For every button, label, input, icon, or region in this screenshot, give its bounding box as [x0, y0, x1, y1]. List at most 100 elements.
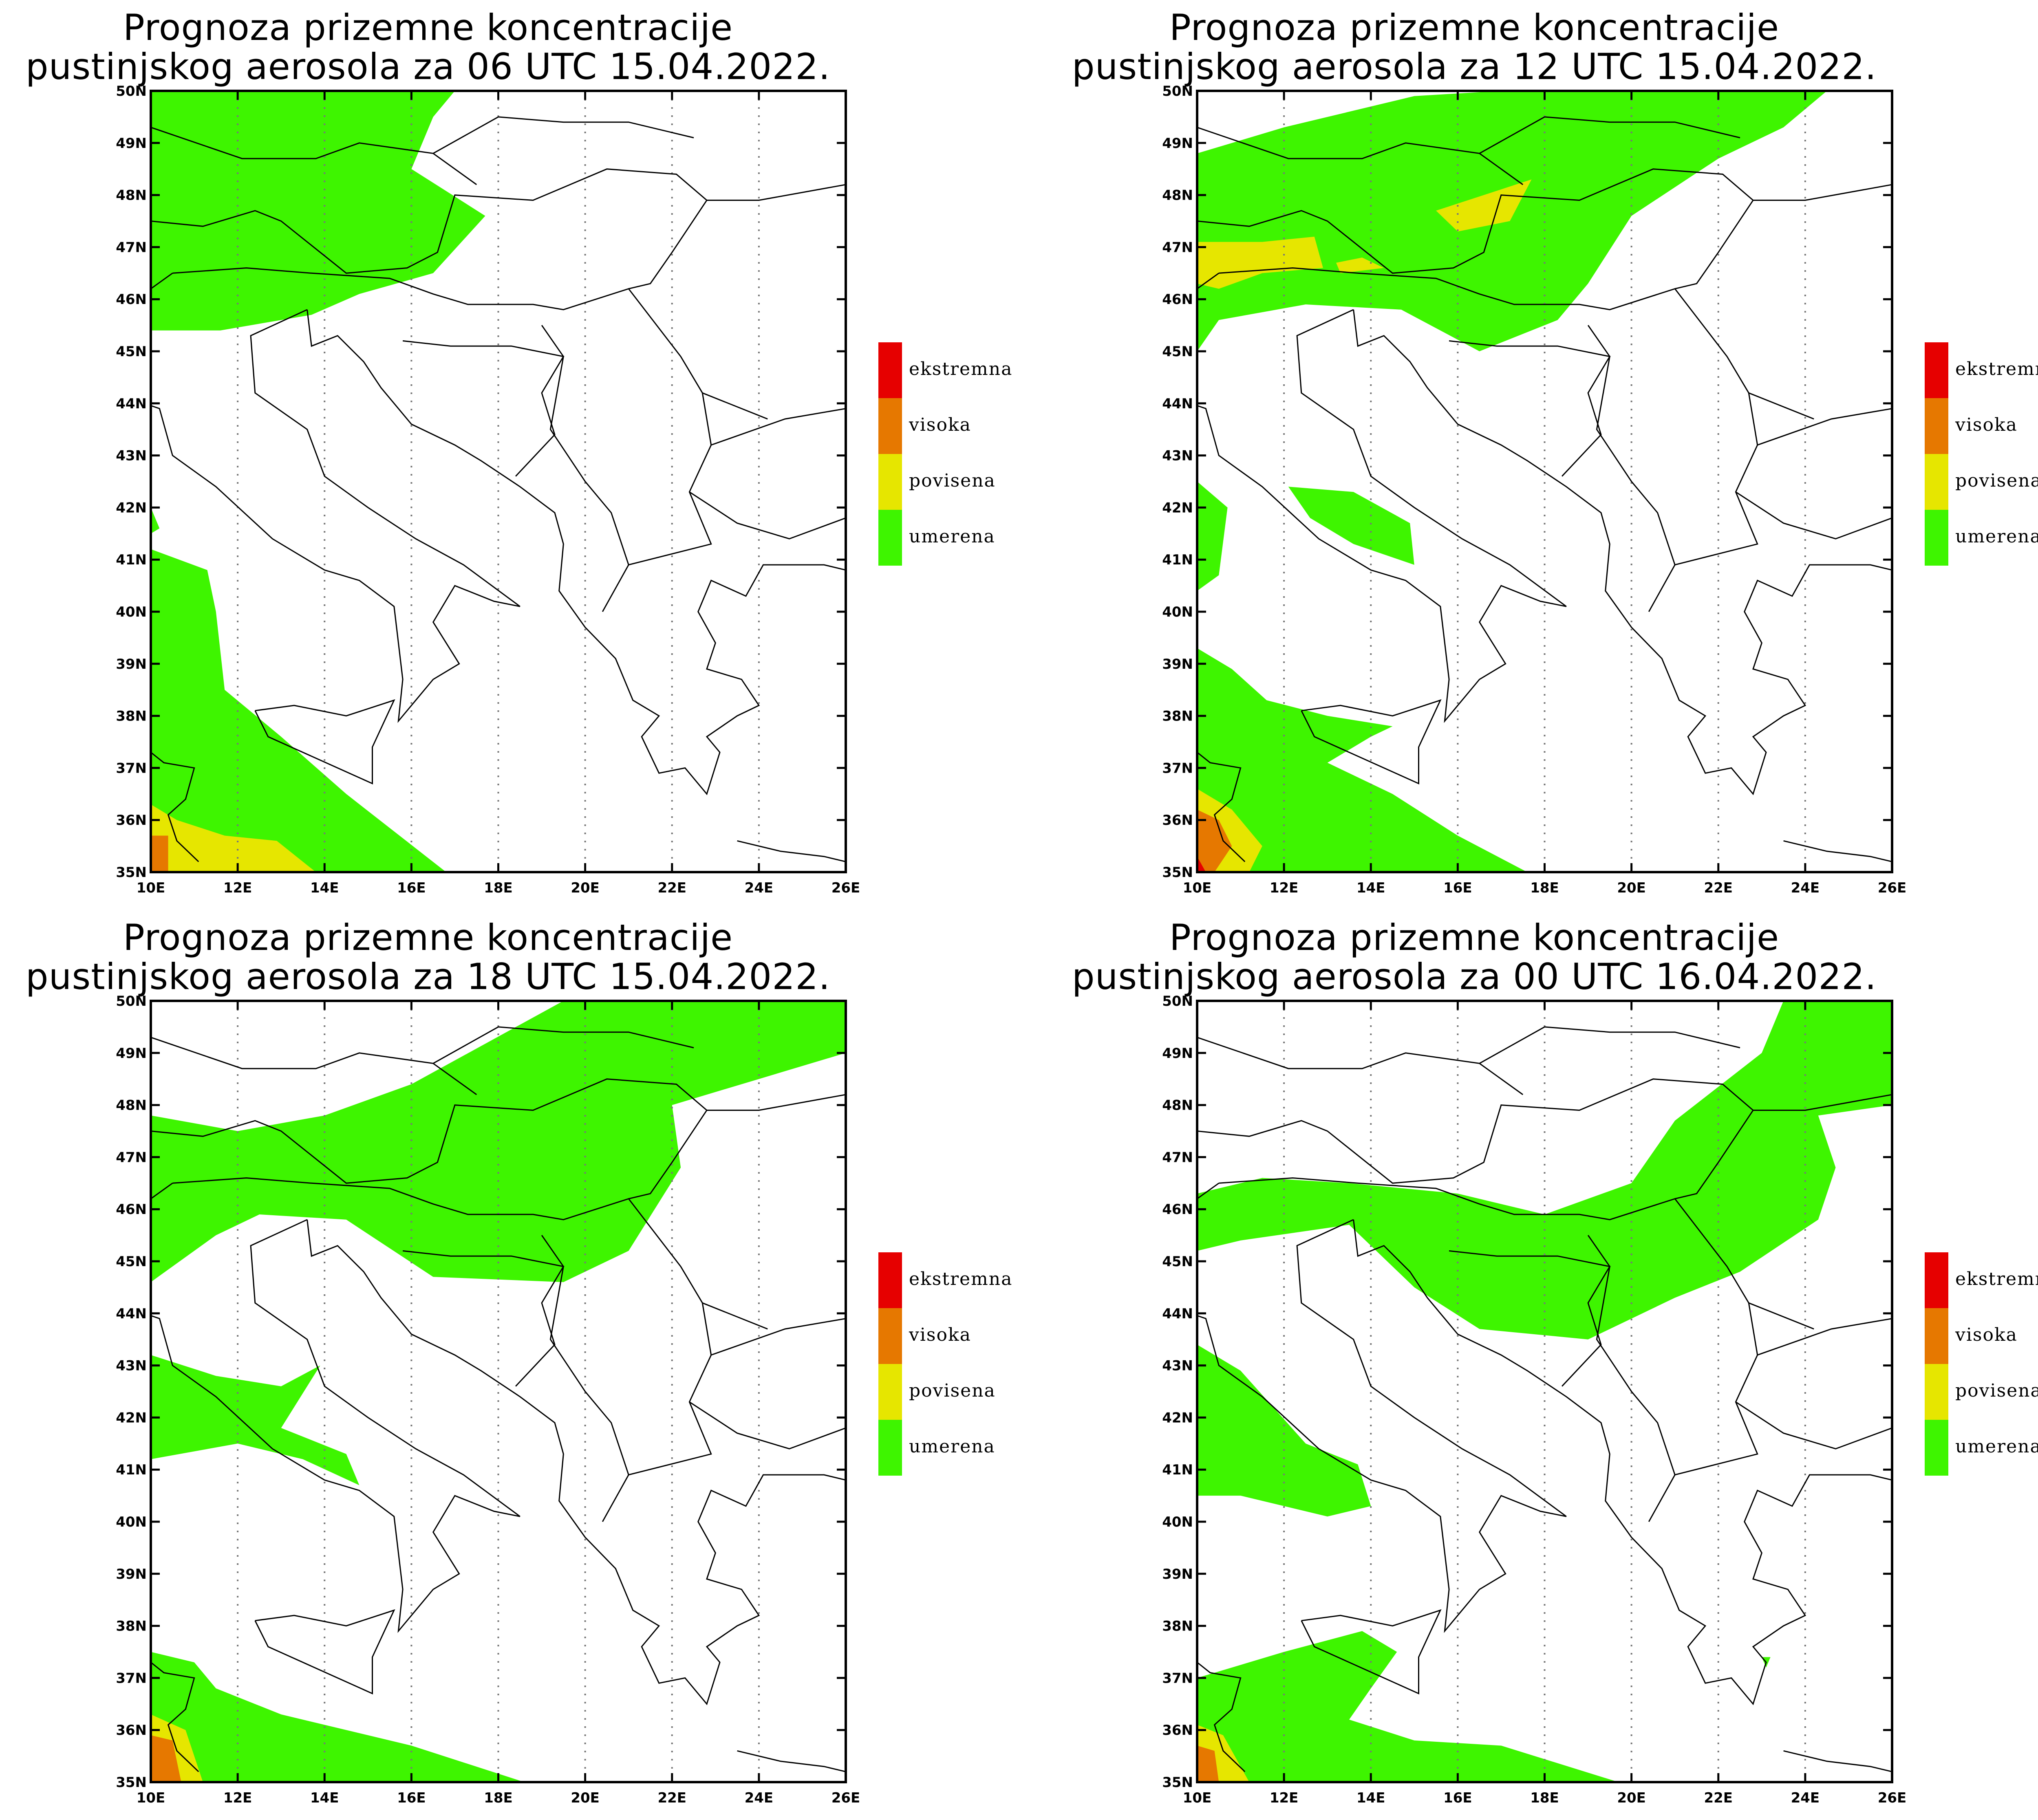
coast-border-line	[1197, 1037, 1524, 1095]
legend-label-visoka: visoka	[909, 414, 971, 435]
map-title-line1: Prognoza prizemne koncentracije	[1169, 917, 1780, 958]
legend-swatch-visoka	[1925, 1308, 1948, 1364]
y-tick-label: 36N	[1162, 1722, 1193, 1738]
forecast-map: 10E 12E 14E 16E 18E 20E 22E 24E 26E 35N 36N 37N 38N 3…	[1162, 83, 2038, 896]
coast-border-line	[1197, 273, 1220, 289]
forecast-map: 10E 12E 14E 16E 18E 20E 22E 24E 26E 35N 36N 37N 38N 3…	[1162, 993, 2038, 1806]
coast-border-line	[737, 840, 846, 862]
coast-border-line	[1735, 491, 1892, 540]
x-tick-label: 20E	[1617, 1790, 1646, 1806]
y-tick-label: 50N	[1162, 83, 1193, 99]
y-tick-label: 48N	[116, 187, 147, 204]
y-tick-label: 45N	[116, 1254, 147, 1270]
y-tick-label: 39N	[116, 1566, 147, 1582]
x-tick-label: 14E	[1356, 880, 1385, 896]
x-tick-label: 26E	[1878, 880, 1907, 896]
umerena-area	[1197, 91, 1827, 351]
coast-border-line	[151, 751, 199, 862]
y-tick-label: 39N	[116, 656, 147, 672]
legend-swatch-umerena	[1925, 1420, 1948, 1476]
y-tick-label: 38N	[116, 1618, 147, 1635]
coast-border-line	[1197, 309, 1567, 723]
y-tick-label: 35N	[116, 1774, 147, 1791]
y-tick-label: 48N	[1162, 187, 1193, 204]
y-tick-label: 40N	[116, 604, 147, 620]
coast-border-line	[1648, 1474, 1676, 1522]
legend-swatch-povisena	[1925, 1364, 1948, 1420]
y-tick-label: 41N	[116, 1462, 147, 1478]
legend-swatch-ekstremna	[878, 342, 902, 398]
y-tick-label: 40N	[116, 1514, 147, 1530]
ekstremna-area	[1197, 856, 1206, 872]
coast-border-line	[172, 1177, 712, 1476]
coast-border-line	[711, 1318, 846, 1356]
y-tick-label: 48N	[116, 1097, 147, 1114]
umerena-area	[151, 91, 485, 331]
coast-border-line	[602, 564, 629, 612]
map-panel-12utc: Prognoza prizemne koncentracije pustinjs…	[1046, 0, 2038, 910]
y-tick-label: 49N	[116, 1045, 147, 1062]
coast-border-line	[1479, 1026, 1740, 1064]
coast-border-line	[1353, 1219, 1892, 1705]
visoka-area	[151, 1735, 181, 1782]
y-tick-label: 47N	[1162, 239, 1193, 256]
y-tick-label: 36N	[1162, 812, 1193, 828]
forecast-map: 10E 12E 14E 16E 18E 20E 22E 24E 26E 35N 36N 37N 38N 3…	[116, 993, 1012, 1806]
legend-label-ekstremna: ekstremna	[909, 1269, 1012, 1289]
coast-border-line	[432, 116, 694, 154]
y-tick-label: 36N	[116, 1722, 147, 1738]
legend-swatch-ekstremna	[1925, 342, 1948, 398]
y-tick-label: 42N	[116, 500, 147, 516]
legend-label-visoka: visoka	[1955, 414, 2018, 435]
legend-label-umerena: umerena	[1955, 526, 2038, 547]
x-tick-label: 18E	[484, 880, 513, 896]
coast-border-line	[1197, 1219, 1567, 1633]
y-tick-label: 49N	[1162, 135, 1193, 152]
umerena-area	[151, 549, 446, 872]
map-title: Prognoza prizemne koncentracije pustinjs…	[0, 8, 856, 86]
coast-border-line	[1479, 116, 1740, 154]
coast-border-line	[172, 267, 712, 566]
x-tick-label: 26E	[832, 880, 860, 896]
x-tick-label: 18E	[484, 1790, 513, 1806]
legend-label-umerena: umerena	[909, 526, 995, 547]
coast-border-line	[737, 1750, 846, 1772]
map-plot-area	[151, 91, 846, 872]
coast-border-line	[628, 1110, 708, 1200]
x-tick-label: 16E	[1443, 1790, 1472, 1806]
y-tick-label: 36N	[116, 812, 147, 828]
x-tick-label: 10E	[1183, 880, 1212, 896]
y-tick-label: 44N	[1162, 1306, 1193, 1322]
coast-border-line	[1674, 200, 1754, 290]
x-tick-label: 24E	[1791, 1790, 1820, 1806]
coast-border-line	[702, 1302, 768, 1330]
y-tick-label: 43N	[1162, 1358, 1193, 1374]
visoka-area	[151, 835, 168, 872]
x-tick-label: 18E	[1530, 1790, 1559, 1806]
x-tick-label: 10E	[1183, 1790, 1212, 1806]
y-tick-label: 46N	[1162, 291, 1193, 308]
x-tick-label: 24E	[745, 1790, 774, 1806]
map-plot-area	[151, 1001, 846, 1782]
x-tick-label: 16E	[1443, 880, 1472, 896]
coast-border-line	[1197, 127, 1524, 185]
visoka-area	[1197, 809, 1232, 872]
y-tick-label: 40N	[1162, 1514, 1193, 1530]
coast-border-line	[1449, 1250, 1611, 1387]
y-tick-label: 41N	[1162, 552, 1193, 568]
map-panel-06utc: Prognoza prizemne koncentracije pustinjs…	[0, 0, 1046, 910]
coast-border-line	[702, 392, 768, 420]
x-tick-label: 10E	[137, 1790, 165, 1806]
map-title-line2: pustinjskog aerosola za 12 UTC 15.04.202…	[1072, 46, 1877, 88]
y-tick-label: 47N	[1162, 1149, 1193, 1166]
coast-border-line	[711, 408, 846, 446]
povisena-area	[1336, 258, 1384, 273]
coast-border-line	[1197, 168, 1892, 274]
umerena-area	[1197, 481, 1228, 591]
legend-label-visoka: visoka	[1955, 1324, 2018, 1345]
y-tick-label: 35N	[116, 864, 147, 881]
umerena-area	[1197, 1344, 1371, 1517]
legend-swatch-visoka	[878, 1308, 902, 1364]
legend-swatch-visoka	[878, 398, 902, 454]
coast-border-line	[1757, 1318, 1892, 1356]
